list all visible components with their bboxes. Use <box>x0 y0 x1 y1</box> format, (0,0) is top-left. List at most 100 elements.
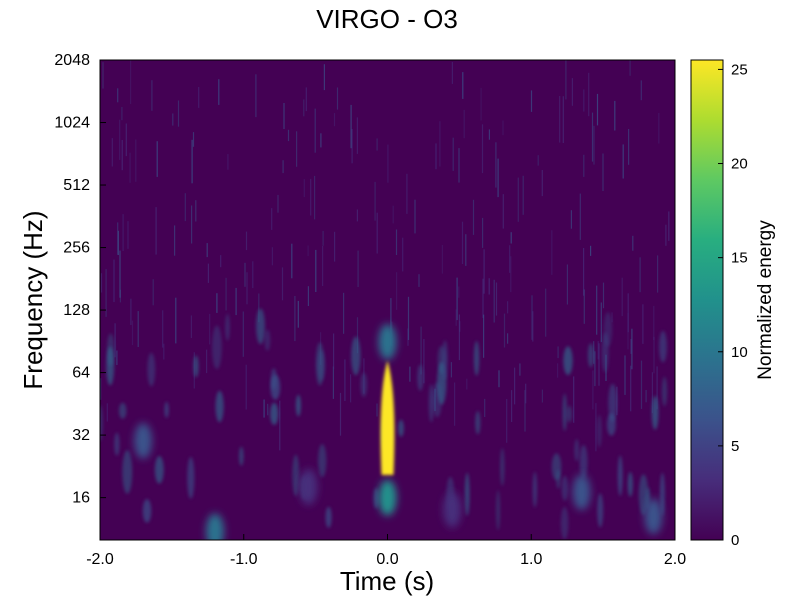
noise-streak <box>452 137 454 171</box>
noise-blob <box>475 411 481 435</box>
noise-streak <box>640 360 643 409</box>
noise-streak <box>566 264 568 305</box>
noise-streak <box>376 212 378 254</box>
noise-streak <box>451 62 453 84</box>
noise-streak <box>277 194 279 213</box>
noise-streak <box>287 129 290 142</box>
noise-streak <box>283 103 285 129</box>
noise-streak <box>125 123 127 157</box>
noise-streak <box>114 323 116 358</box>
noise-streak <box>206 349 208 374</box>
noise-blob <box>225 313 230 341</box>
noise-streak <box>537 155 539 166</box>
noise-streak <box>344 359 346 401</box>
plot-area <box>99 59 676 541</box>
noise-streak <box>458 286 460 298</box>
noise-blob <box>270 374 281 400</box>
noise-blob <box>574 439 579 462</box>
noise-streak <box>495 282 498 316</box>
noise-blob <box>212 325 222 370</box>
noise-streak <box>658 113 660 144</box>
colorbar-ticks: 0 5 10 15 20 25 <box>718 61 748 549</box>
noise-streak <box>374 181 376 221</box>
noise-blob <box>587 343 594 368</box>
noise-streak <box>297 300 299 328</box>
noise-streak <box>573 376 575 423</box>
noise-streak <box>174 225 176 256</box>
noise-streak <box>310 178 312 216</box>
noise-streak <box>596 93 599 126</box>
noise-blob <box>100 405 103 442</box>
noise-blob <box>659 330 667 363</box>
noise-streak <box>336 87 339 110</box>
noise-streak <box>525 383 527 404</box>
noise-streak <box>235 287 237 316</box>
y-tick-label: 16 <box>72 490 90 507</box>
noise-streak <box>245 231 248 251</box>
noise-streak <box>279 400 281 451</box>
noise-streak <box>565 60 567 100</box>
noise-streak <box>350 104 352 149</box>
noise-streak <box>323 64 325 91</box>
noise-streak <box>506 399 508 443</box>
y-tick-label: 1024 <box>54 115 90 132</box>
noise-streak <box>129 152 131 183</box>
energy-blob <box>134 422 153 459</box>
noise-streak <box>551 230 553 275</box>
noise-streak <box>267 403 269 416</box>
noise-streak <box>583 248 585 296</box>
noise-streak <box>322 230 324 246</box>
noise-blob <box>428 384 434 423</box>
noise-streak <box>190 315 192 338</box>
noise-streak <box>511 390 513 422</box>
energy-blob <box>572 474 591 511</box>
noise-blob <box>607 413 616 436</box>
x-tick-label: 1.0 <box>520 551 542 568</box>
noise-streak <box>130 298 132 325</box>
noise-streak <box>395 229 398 255</box>
noise-blob <box>142 499 152 523</box>
noise-streak <box>356 317 359 354</box>
x-tick-label: -2.0 <box>86 551 114 568</box>
noise-streak <box>597 341 599 360</box>
noise-blob <box>561 475 568 501</box>
noise-blob <box>295 394 301 417</box>
x-axis: -2.0 -1.0 0.0 1.0 2.0 <box>86 534 686 568</box>
noise-blob <box>597 493 604 528</box>
noise-streak <box>177 100 180 127</box>
noise-streak <box>614 100 616 131</box>
noise-streak <box>557 346 559 359</box>
noise-streak <box>314 108 316 153</box>
colorbar-tick-label: 10 <box>731 344 748 361</box>
noise-streak <box>116 350 118 365</box>
noise-streak <box>593 125 595 165</box>
noise-streak <box>517 177 519 222</box>
noise-streak <box>657 255 659 293</box>
noise-streak <box>314 175 316 220</box>
noise-streak <box>642 304 644 344</box>
noise-streak <box>596 285 598 335</box>
noise-blob <box>556 469 561 489</box>
noise-streak <box>524 390 526 432</box>
noise-streak <box>435 143 437 170</box>
noise-streak <box>296 131 298 167</box>
noise-streak <box>255 74 257 118</box>
noise-streak <box>656 366 658 410</box>
noise-blob <box>638 474 649 516</box>
noise-streak <box>246 272 248 305</box>
noise-streak <box>218 79 220 105</box>
noise-blob <box>662 376 667 407</box>
colorbar-gradient <box>690 59 724 541</box>
noise-blob <box>651 395 659 430</box>
noise-streak <box>458 148 460 183</box>
noise-streak <box>151 80 153 111</box>
noise-streak <box>105 269 107 317</box>
noise-streak <box>450 362 452 378</box>
noise-streak <box>119 250 121 298</box>
noise-streak <box>242 311 244 357</box>
noise-blob <box>373 487 379 509</box>
noise-streak <box>191 205 193 244</box>
noise-streak <box>131 320 134 346</box>
noise-streak <box>271 208 273 230</box>
noise-streak <box>117 88 119 103</box>
